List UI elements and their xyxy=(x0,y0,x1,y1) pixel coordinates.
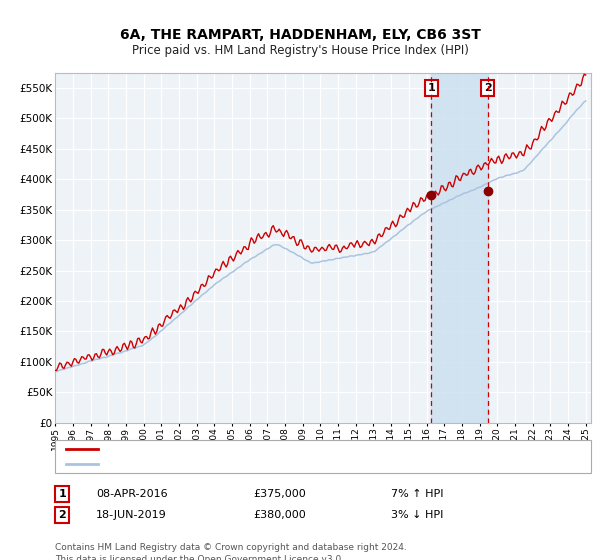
Text: 08-APR-2016: 08-APR-2016 xyxy=(96,489,167,499)
Text: 7% ↑ HPI: 7% ↑ HPI xyxy=(391,489,444,499)
Text: Price paid vs. HM Land Registry's House Price Index (HPI): Price paid vs. HM Land Registry's House … xyxy=(131,44,469,57)
Text: 18-JUN-2019: 18-JUN-2019 xyxy=(96,510,167,520)
Text: HPI: Average price, detached house, East Cambridgeshire: HPI: Average price, detached house, East… xyxy=(104,459,421,469)
Text: 6A, THE RAMPART, HADDENHAM, ELY, CB6 3ST (detached house): 6A, THE RAMPART, HADDENHAM, ELY, CB6 3ST… xyxy=(104,444,459,454)
Text: £375,000: £375,000 xyxy=(253,489,306,499)
Text: £380,000: £380,000 xyxy=(253,510,306,520)
Text: Contains HM Land Registry data © Crown copyright and database right 2024.
This d: Contains HM Land Registry data © Crown c… xyxy=(55,543,407,560)
Text: 3% ↓ HPI: 3% ↓ HPI xyxy=(391,510,443,520)
Text: 2: 2 xyxy=(484,83,491,93)
Text: 2: 2 xyxy=(58,510,66,520)
Text: 6A, THE RAMPART, HADDENHAM, ELY, CB6 3ST: 6A, THE RAMPART, HADDENHAM, ELY, CB6 3ST xyxy=(119,28,481,42)
Text: 1: 1 xyxy=(427,83,435,93)
Text: 1: 1 xyxy=(58,489,66,499)
Bar xyxy=(431,73,488,423)
